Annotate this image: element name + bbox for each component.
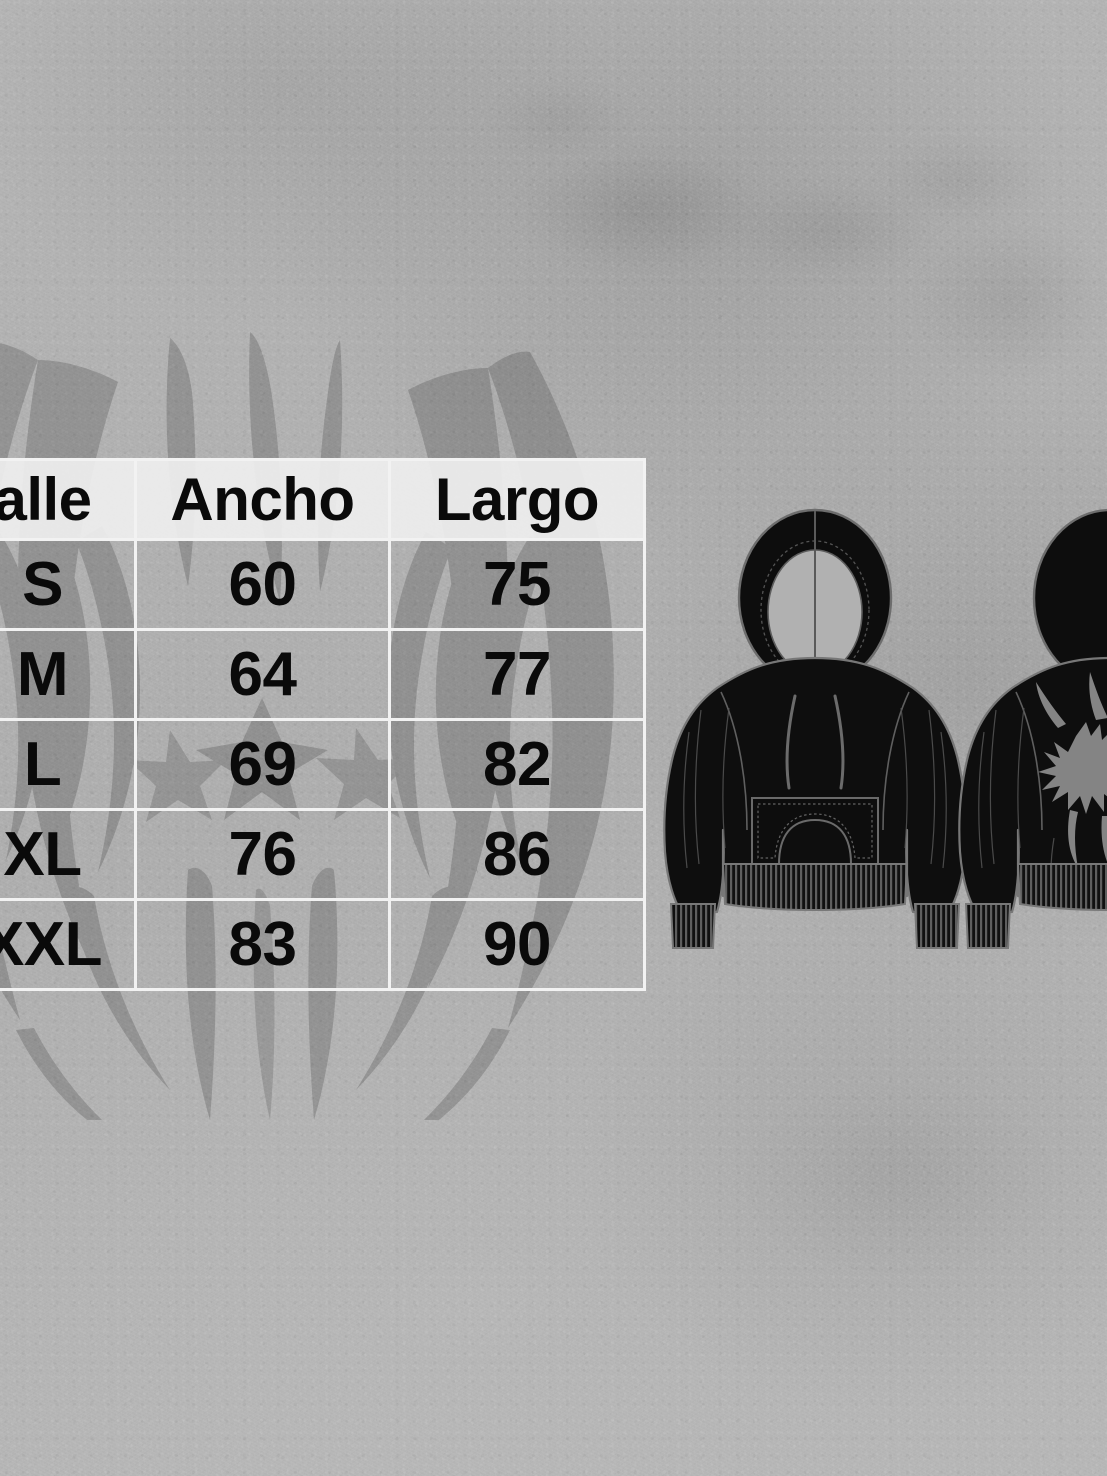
waistband-back [1016,863,1107,911]
cell-ancho: 60 [134,538,391,631]
cell-largo: 75 [388,538,646,631]
table-header-row: alle Ancho Largo [0,458,646,541]
cell-size: S [0,538,137,631]
table-row: S 60 75 [0,538,646,631]
cell-size: XXL [0,898,137,991]
cell-size: L [0,718,137,811]
cell-largo: 86 [388,808,646,901]
hoodie-body-back [958,656,1107,949]
back-print-logo [1036,672,1107,868]
size-chart-table: alle Ancho Largo S 60 75 M 64 77 L 69 82 [0,458,646,991]
hoodie-back-illustration [958,508,1107,949]
column-header-talla: alle [0,458,137,541]
kangaroo-pocket [751,797,879,865]
size-chart-header: alle Ancho Largo [0,458,646,541]
hood [737,508,893,700]
waistband [721,863,909,911]
table-row: M 64 77 [0,628,646,721]
hoodie-body [663,656,967,949]
cell-ancho: 64 [134,628,391,721]
cuff-right [913,903,961,949]
hoodie-front-illustration [663,508,967,949]
table-row: XL 76 86 [0,808,646,901]
drawstring [785,694,845,790]
cell-ancho: 76 [134,808,391,901]
cuff-left-back [964,903,1012,949]
cell-size: XL [0,808,137,901]
cell-ancho: 69 [134,718,391,811]
table-row: L 69 82 [0,718,646,811]
cell-ancho: 83 [134,898,391,991]
column-header-largo: Largo [388,458,646,541]
cell-largo: 82 [388,718,646,811]
size-chart-body: S 60 75 M 64 77 L 69 82 XL 76 86 XXL 83 [0,538,646,991]
cell-largo: 77 [388,628,646,721]
cuff-left [669,903,717,949]
column-header-ancho: Ancho [134,458,391,541]
cell-largo: 90 [388,898,646,991]
cell-size: M [0,628,137,721]
hood-back [1032,508,1107,688]
table-row: XXL 83 90 [0,898,646,991]
